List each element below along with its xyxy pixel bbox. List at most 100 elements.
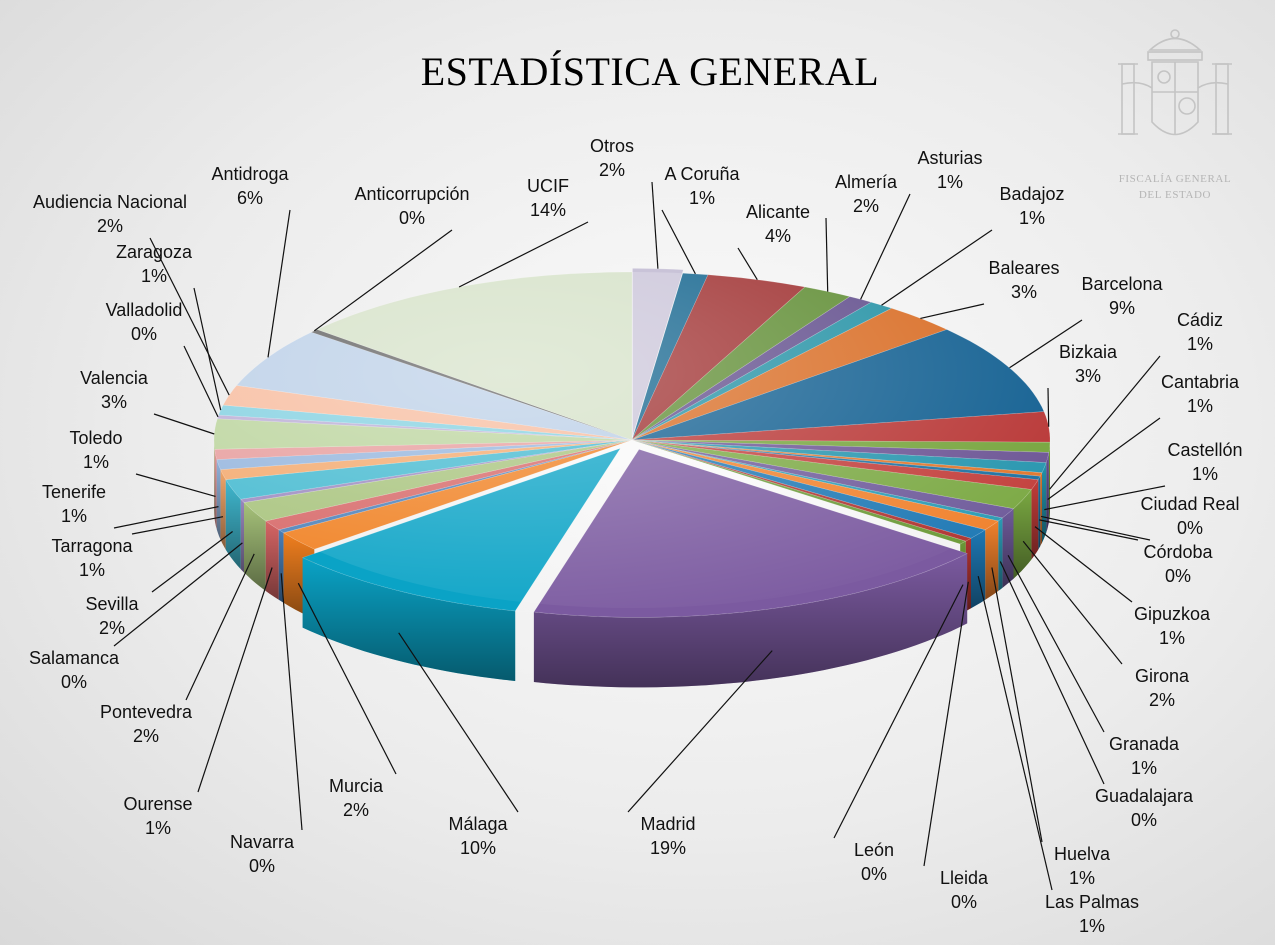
leader-badajoz [881, 229, 993, 306]
leader-cordoba [1039, 519, 1139, 541]
label-girona: Girona [1135, 666, 1190, 686]
label-gipuzkoa: Gipuzkoa [1134, 604, 1211, 624]
value-pontevedra: 2% [133, 726, 159, 746]
value-audiencia-nacional: 2% [97, 216, 123, 236]
value-malaga: 10% [460, 838, 496, 858]
leader-valladolid [183, 345, 219, 418]
value-granada: 1% [1131, 758, 1157, 778]
label-antidroga: Antidroga [211, 164, 289, 184]
leader-malaga [398, 632, 519, 813]
label-granada: Granada [1109, 734, 1180, 754]
label-huelva: Huelva [1054, 844, 1111, 864]
label-tenerife: Tenerife [42, 482, 106, 502]
value-valladolid: 0% [131, 324, 157, 344]
label-cadiz: Cádiz [1177, 310, 1223, 330]
value-valencia: 3% [101, 392, 127, 412]
label-almeria: Almería [835, 172, 898, 192]
label-castellon: Castellón [1167, 440, 1242, 460]
leader-almeria [825, 217, 829, 292]
label-ourense: Ourense [123, 794, 192, 814]
slice-side-tenerife [216, 459, 221, 540]
value-ourense: 1% [145, 818, 171, 838]
slice-side-salamanca [240, 499, 244, 573]
slice-side-guadalajara [998, 517, 1003, 591]
leader-valencia [153, 413, 215, 435]
slice-side-castellon [1042, 462, 1047, 543]
value-baleares: 3% [1011, 282, 1037, 302]
label-otros: Otros [590, 136, 634, 156]
value-badajoz: 1% [1019, 208, 1045, 228]
leader-guadalajara [999, 561, 1105, 785]
label-cantabria: Cantabria [1161, 372, 1240, 392]
label-valencia: Valencia [80, 368, 149, 388]
label-baleares: Baleares [988, 258, 1059, 278]
label-bizkaia: Bizkaia [1059, 342, 1118, 362]
slice-side-granada [1002, 508, 1014, 588]
value-salamanca: 0% [61, 672, 87, 692]
leader-lleida [923, 581, 969, 867]
value-castellon: 1% [1192, 464, 1218, 484]
label-anticorrupcion: Anticorrupción [354, 184, 469, 204]
leader-gipuzkoa [1034, 526, 1133, 603]
value-a-coruna: 1% [689, 188, 715, 208]
label-las-palmas: Las Palmas [1045, 892, 1139, 912]
leader-las-palmas [977, 575, 1053, 891]
leader-a-coruna [661, 209, 696, 275]
leader-castellon [1044, 485, 1166, 511]
leader-cadiz [1049, 355, 1161, 490]
label-cordoba: Córdoba [1143, 542, 1213, 562]
value-almeria: 2% [853, 196, 879, 216]
coat-of-arms-icon [1118, 29, 1232, 136]
label-valladolid: Valladolid [106, 300, 183, 320]
label-zaragoza: Zaragoza [116, 242, 193, 262]
value-lleida: 0% [951, 892, 977, 912]
label-guadalajara: Guadalajara [1095, 786, 1194, 806]
value-tenerife: 1% [61, 506, 87, 526]
value-las-palmas: 1% [1079, 916, 1105, 936]
slice-side-madrid [533, 553, 968, 688]
value-toledo: 1% [83, 452, 109, 472]
value-murcia: 2% [343, 800, 369, 820]
value-huelva: 1% [1069, 868, 1095, 888]
leader-girona [1022, 540, 1123, 665]
slice-side-cantabria [1046, 452, 1049, 533]
fiscalia-emblem-logo: FISCALÍA GENERAL DEL ESTADO [1118, 29, 1232, 201]
emblem-caption-line1: FISCALÍA GENERAL [1119, 173, 1232, 185]
leader-zaragoza [193, 287, 222, 411]
value-girona: 2% [1149, 690, 1175, 710]
label-murcia: Murcia [329, 776, 384, 796]
leader-salamanca [113, 542, 243, 647]
emblem-caption-line2: DEL ESTADO [1139, 189, 1211, 201]
slice-side-gipuzkoa [1031, 479, 1039, 560]
value-madrid: 19% [650, 838, 686, 858]
value-barcelona: 9% [1109, 298, 1135, 318]
label-leon: León [854, 840, 894, 860]
leader-sevilla [151, 531, 233, 593]
leader-ciudad-real [1040, 515, 1151, 541]
leader-granada [1007, 555, 1105, 733]
slice-side-cadiz [1048, 442, 1050, 523]
label-ciudad-real: Ciudad Real [1140, 494, 1239, 514]
label-audiencia-nacional: Audiencia Nacional [33, 192, 187, 212]
label-navarra: Navarra [230, 832, 295, 852]
slice-side-huelva [985, 521, 999, 600]
leader-madrid [627, 650, 773, 813]
leader-audiencia-nacional [149, 237, 230, 396]
slice-side-ciudad-real [1040, 472, 1042, 547]
label-sevilla: Sevilla [85, 594, 139, 614]
leader-ourense [197, 567, 273, 793]
value-anticorrupcion: 0% [399, 208, 425, 228]
slice-side-ourense [265, 521, 279, 600]
label-salamanca: Salamanca [29, 648, 120, 668]
label-a-coruna: A Coruña [664, 164, 740, 184]
leader-otros [651, 181, 659, 269]
value-bizkaia: 3% [1075, 366, 1101, 386]
value-leon: 0% [861, 864, 887, 884]
label-madrid: Madrid [640, 814, 695, 834]
label-badajoz: Badajoz [999, 184, 1064, 204]
value-cordoba: 0% [1165, 566, 1191, 586]
value-antidroga: 6% [237, 188, 263, 208]
value-alicante: 4% [765, 226, 791, 246]
value-sevilla: 2% [99, 618, 125, 638]
